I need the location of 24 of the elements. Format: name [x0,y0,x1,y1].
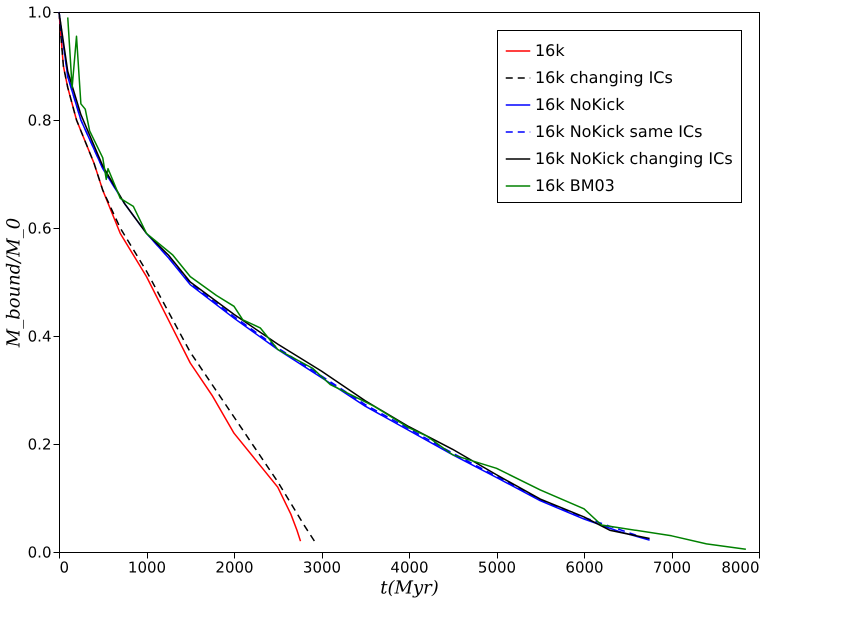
y-tick-label: 0.0 [28,544,52,562]
y-tick-label: 0.8 [28,112,52,130]
legend-label: 16k changing ICs [535,68,673,87]
x-axis-title: t(Myr) [380,578,439,598]
y-tick-label: 0.6 [28,220,52,238]
x-tick-label: 7000 [652,558,692,576]
legend-label: 16k NoKick [535,95,626,114]
line-series [67,16,747,550]
x-tick-label: 5000 [478,558,516,576]
x-tick-label: 2000 [215,558,254,576]
x-tick-label: 0 [60,558,70,576]
legend-label: 16k [535,41,566,60]
y-tick-label: 1.0 [28,4,52,22]
y-tick-label: 0.2 [28,436,52,454]
legend-label: 16k NoKick same ICs [535,122,702,141]
x-tick-label: 3000 [302,558,342,576]
y-tick-label: 0.4 [28,328,52,346]
x-tick-label: 8000 [721,558,760,576]
legend-label: 16k BM03 [535,176,615,195]
x-tick-label: 1000 [128,558,166,576]
x-tick-label: 4000 [390,558,429,576]
y-axis-title: M_bound/M_0 [4,218,25,348]
x-tick-label: 6000 [565,558,604,576]
legend-label: 16k NoKick changing ICs [535,149,733,168]
